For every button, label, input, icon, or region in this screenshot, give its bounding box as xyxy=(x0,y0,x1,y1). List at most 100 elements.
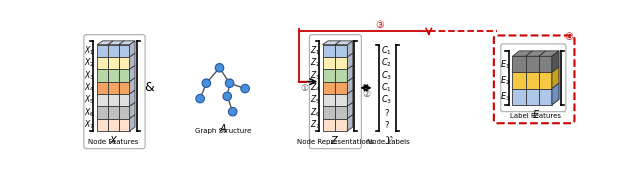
Circle shape xyxy=(215,64,224,72)
Polygon shape xyxy=(129,41,135,57)
Bar xyxy=(119,45,129,57)
Polygon shape xyxy=(348,66,353,82)
Polygon shape xyxy=(129,102,135,119)
Polygon shape xyxy=(552,83,559,105)
Bar xyxy=(525,72,539,89)
Bar xyxy=(108,94,119,106)
Text: $X_4$: $X_4$ xyxy=(84,82,95,94)
Polygon shape xyxy=(129,78,135,94)
Text: $A$: $A$ xyxy=(219,122,228,134)
Polygon shape xyxy=(539,51,559,56)
Bar xyxy=(323,45,335,57)
Text: $E_2$: $E_2$ xyxy=(500,74,510,87)
Text: Node Features: Node Features xyxy=(88,139,138,145)
Text: $Z_6$: $Z_6$ xyxy=(310,106,320,119)
Text: $E_3$: $E_3$ xyxy=(500,90,510,103)
Polygon shape xyxy=(525,51,546,56)
Text: ③: ③ xyxy=(375,21,383,30)
Text: $Z_1$: $Z_1$ xyxy=(310,45,320,57)
Text: $Z_2$: $Z_2$ xyxy=(310,57,320,69)
Text: $\mathcal{Y}$: $\mathcal{Y}$ xyxy=(384,134,393,146)
Text: Graph Structure: Graph Structure xyxy=(195,128,252,134)
Polygon shape xyxy=(552,67,559,89)
Bar xyxy=(108,69,119,82)
Polygon shape xyxy=(129,66,135,82)
Text: Label Features: Label Features xyxy=(510,113,561,119)
Bar xyxy=(335,119,348,131)
Bar xyxy=(335,82,348,94)
Polygon shape xyxy=(552,67,559,89)
Bar xyxy=(108,119,119,131)
Circle shape xyxy=(241,84,250,93)
Text: $Z_4$: $Z_4$ xyxy=(310,82,320,94)
Polygon shape xyxy=(119,41,135,45)
Polygon shape xyxy=(552,51,559,72)
Bar xyxy=(539,56,552,72)
Bar xyxy=(119,119,129,131)
Text: &: & xyxy=(144,81,154,94)
Text: $X_5$: $X_5$ xyxy=(84,94,95,106)
Bar xyxy=(108,57,119,69)
Text: $?$: $?$ xyxy=(384,107,390,118)
Polygon shape xyxy=(323,41,340,45)
Text: $X$: $X$ xyxy=(109,134,118,146)
Polygon shape xyxy=(97,41,113,45)
Bar xyxy=(539,72,552,89)
Bar xyxy=(323,106,335,119)
Polygon shape xyxy=(348,78,353,94)
Polygon shape xyxy=(348,115,353,131)
Bar xyxy=(108,106,119,119)
Text: ④: ④ xyxy=(564,32,573,42)
Bar xyxy=(539,89,552,105)
Bar xyxy=(119,82,129,94)
Bar xyxy=(323,82,335,94)
Bar xyxy=(335,94,348,106)
Bar xyxy=(335,106,348,119)
Text: $E$: $E$ xyxy=(532,108,540,120)
Bar xyxy=(513,89,525,105)
Bar xyxy=(513,72,525,89)
Bar xyxy=(323,57,335,69)
Bar xyxy=(108,45,119,57)
Text: $Z_3$: $Z_3$ xyxy=(310,69,320,82)
Text: Node Representations: Node Representations xyxy=(296,139,373,145)
Bar xyxy=(335,69,348,82)
Polygon shape xyxy=(129,90,135,106)
Bar xyxy=(335,45,348,57)
Bar xyxy=(119,106,129,119)
Text: $C_3$: $C_3$ xyxy=(381,69,392,82)
Polygon shape xyxy=(552,51,559,72)
Text: $?$: $?$ xyxy=(384,119,390,130)
Bar xyxy=(119,69,129,82)
Text: ①: ① xyxy=(301,84,309,93)
Text: $Z$: $Z$ xyxy=(330,134,339,146)
Polygon shape xyxy=(348,53,353,69)
Polygon shape xyxy=(129,53,135,69)
Bar xyxy=(97,106,108,119)
Bar xyxy=(97,57,108,69)
Bar xyxy=(97,119,108,131)
Polygon shape xyxy=(348,41,353,57)
Bar xyxy=(97,45,108,57)
Polygon shape xyxy=(108,41,124,45)
Circle shape xyxy=(225,79,234,87)
Text: $C_2$: $C_2$ xyxy=(381,57,392,69)
Bar xyxy=(513,56,525,72)
Polygon shape xyxy=(335,41,353,45)
Bar xyxy=(525,89,539,105)
Text: $C_1$: $C_1$ xyxy=(381,82,392,94)
Text: $C_1$: $C_1$ xyxy=(381,45,392,57)
Text: $Z_7$: $Z_7$ xyxy=(310,118,320,131)
Bar xyxy=(108,82,119,94)
Bar xyxy=(97,82,108,94)
Bar xyxy=(525,56,539,72)
Text: ②: ② xyxy=(362,90,370,99)
Text: Node Labels: Node Labels xyxy=(367,139,410,145)
Circle shape xyxy=(196,94,204,103)
Text: $X_1$: $X_1$ xyxy=(84,45,95,57)
Text: $Z_5$: $Z_5$ xyxy=(310,94,320,106)
Bar xyxy=(323,119,335,131)
Polygon shape xyxy=(552,83,559,105)
Circle shape xyxy=(223,92,232,100)
Text: $X_3$: $X_3$ xyxy=(84,69,95,82)
